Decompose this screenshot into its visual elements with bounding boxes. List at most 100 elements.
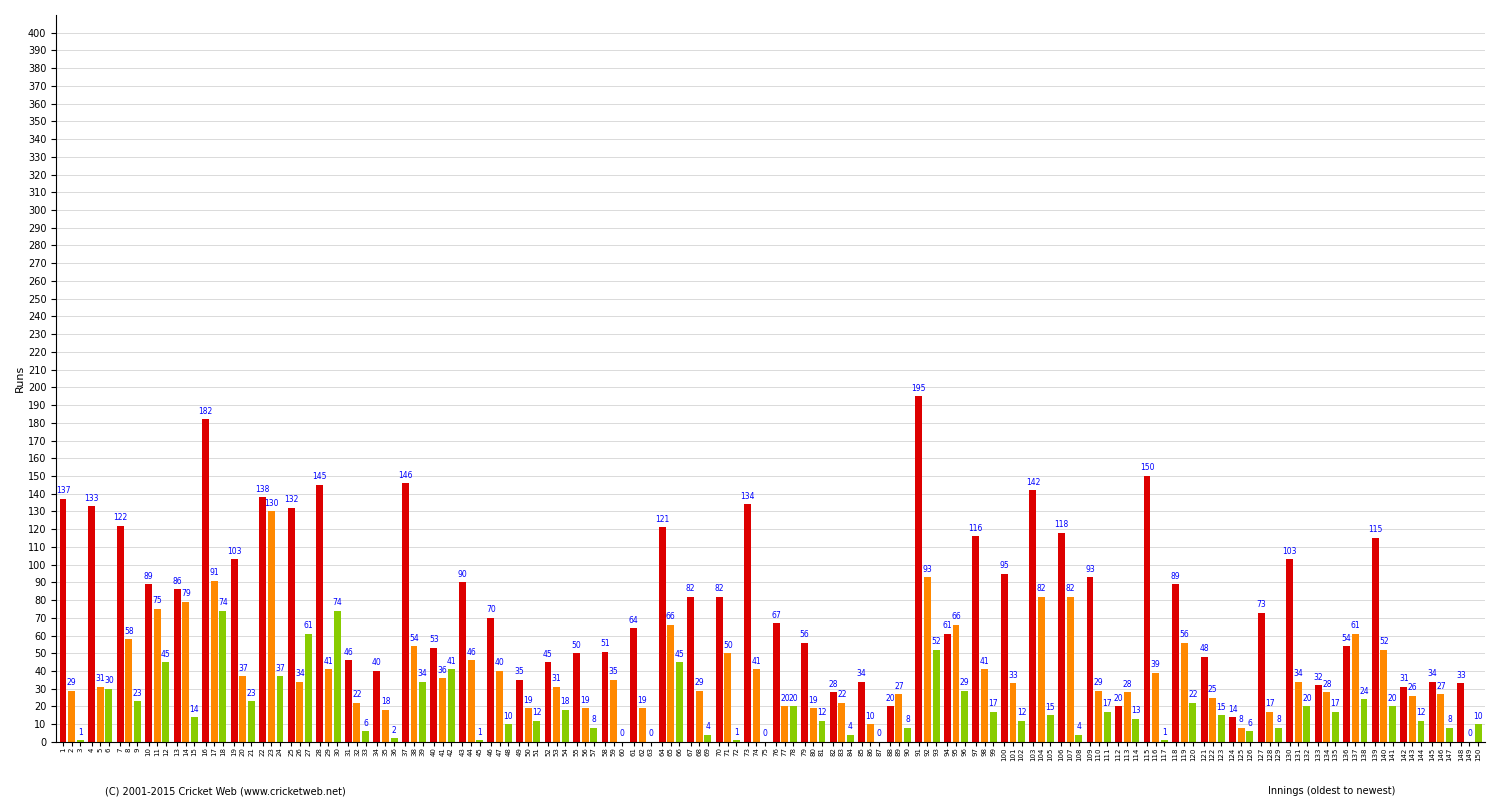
Text: 29: 29 — [960, 678, 969, 687]
Text: 17: 17 — [1264, 699, 1275, 708]
Text: 2: 2 — [392, 726, 396, 735]
Bar — [440, 678, 446, 742]
Text: 35: 35 — [514, 667, 525, 676]
Bar — [696, 690, 702, 742]
Text: 82: 82 — [1065, 584, 1076, 593]
Text: 41: 41 — [324, 657, 333, 666]
Bar — [1474, 724, 1482, 742]
Text: 8: 8 — [1239, 715, 1244, 724]
Text: 54: 54 — [1342, 634, 1352, 642]
Bar — [886, 706, 894, 742]
Bar — [1246, 731, 1254, 742]
Text: 118: 118 — [1054, 520, 1068, 529]
Bar — [962, 690, 968, 742]
Bar — [345, 660, 352, 742]
Text: 66: 66 — [951, 612, 962, 622]
Bar — [1143, 476, 1150, 742]
Text: 24: 24 — [1359, 687, 1370, 696]
Bar — [1029, 490, 1036, 742]
Bar — [1228, 717, 1236, 742]
Text: 95: 95 — [999, 561, 1010, 570]
Text: 36: 36 — [438, 666, 447, 674]
Bar — [506, 724, 512, 742]
Bar — [801, 642, 808, 742]
Bar — [839, 703, 846, 742]
Text: 33: 33 — [1008, 671, 1019, 680]
Text: 70: 70 — [486, 606, 496, 614]
Bar — [1323, 692, 1330, 742]
Text: 91: 91 — [210, 568, 219, 577]
Bar — [630, 629, 638, 742]
Text: 15: 15 — [1046, 703, 1054, 712]
Bar — [1076, 735, 1082, 742]
Text: 115: 115 — [1368, 526, 1383, 534]
Text: 195: 195 — [912, 384, 926, 393]
Bar — [202, 419, 208, 742]
Text: 46: 46 — [466, 648, 476, 657]
Bar — [1218, 715, 1225, 742]
Text: 52: 52 — [1378, 638, 1389, 646]
Bar — [1437, 694, 1444, 742]
Text: 0: 0 — [1467, 730, 1472, 738]
Bar — [162, 662, 170, 742]
Text: 31: 31 — [552, 674, 561, 683]
Text: (C) 2001-2015 Cricket Web (www.cricketweb.net): (C) 2001-2015 Cricket Web (www.cricketwe… — [105, 786, 345, 796]
Text: 20: 20 — [1388, 694, 1398, 703]
Bar — [488, 618, 495, 742]
Text: 20: 20 — [1113, 694, 1124, 703]
Bar — [1238, 728, 1245, 742]
Bar — [544, 662, 552, 742]
Text: 130: 130 — [264, 499, 279, 508]
Text: 12: 12 — [532, 708, 542, 717]
Text: 89: 89 — [144, 571, 153, 581]
Text: 74: 74 — [217, 598, 228, 607]
Bar — [562, 710, 568, 742]
Bar — [1257, 613, 1264, 742]
Bar — [240, 676, 246, 742]
Text: 134: 134 — [741, 492, 754, 501]
Bar — [362, 731, 369, 742]
Text: 28: 28 — [1122, 680, 1132, 689]
Text: 14: 14 — [189, 705, 200, 714]
Bar — [734, 740, 740, 742]
Bar — [1380, 650, 1388, 742]
Bar — [1047, 715, 1053, 742]
Bar — [1114, 706, 1122, 742]
Bar — [288, 508, 294, 742]
Bar — [1000, 574, 1008, 742]
Bar — [1408, 696, 1416, 742]
Bar — [716, 597, 723, 742]
Bar — [573, 654, 580, 742]
Bar — [326, 670, 332, 742]
Bar — [858, 682, 865, 742]
Text: 1: 1 — [78, 728, 82, 737]
Bar — [658, 527, 666, 742]
Bar — [174, 590, 180, 742]
Text: 46: 46 — [344, 648, 352, 657]
Text: 56: 56 — [1179, 630, 1190, 639]
Text: 12: 12 — [1416, 708, 1426, 717]
Text: 74: 74 — [332, 598, 342, 607]
Text: 61: 61 — [303, 622, 313, 630]
Bar — [1019, 721, 1025, 742]
Text: 17: 17 — [988, 699, 998, 708]
Text: 75: 75 — [153, 597, 162, 606]
Text: 58: 58 — [124, 626, 134, 635]
Text: 138: 138 — [255, 485, 270, 494]
Text: 34: 34 — [856, 669, 867, 678]
Bar — [639, 708, 645, 742]
Bar — [830, 692, 837, 742]
Text: 132: 132 — [284, 495, 298, 504]
Bar — [447, 670, 454, 742]
Bar — [782, 706, 789, 742]
Bar — [304, 634, 312, 742]
Text: 31: 31 — [96, 674, 105, 683]
Text: 23: 23 — [132, 689, 142, 698]
Bar — [1190, 703, 1197, 742]
Bar — [1372, 538, 1378, 742]
Bar — [668, 625, 674, 742]
Text: 19: 19 — [580, 696, 590, 705]
Text: 34: 34 — [1428, 669, 1437, 678]
Text: 20: 20 — [789, 694, 798, 703]
Text: 146: 146 — [398, 470, 412, 479]
